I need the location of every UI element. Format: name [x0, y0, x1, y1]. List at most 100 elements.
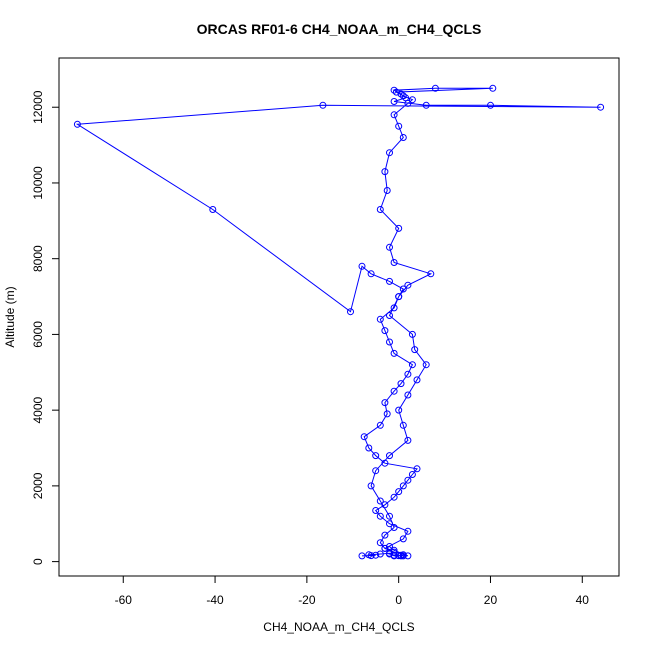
data-point	[381, 531, 389, 539]
data-point	[390, 111, 398, 119]
data-point	[399, 92, 407, 100]
data-point	[413, 465, 421, 473]
data-point	[404, 527, 412, 535]
data-point	[404, 552, 412, 560]
x-tick-label: -40	[206, 593, 224, 607]
data-point	[390, 493, 398, 501]
data-point	[386, 520, 393, 528]
data-point	[395, 122, 403, 130]
y-tick-label: 4000	[31, 396, 45, 423]
y-tick-label: 10000	[31, 166, 45, 200]
data-point	[386, 149, 393, 157]
data-point	[381, 459, 389, 467]
data-point	[597, 103, 605, 111]
y-axis: 0 2000 4000 6000 8000 10000 12000	[31, 90, 59, 565]
data-point	[390, 349, 398, 357]
data-point	[487, 101, 494, 109]
data-point	[386, 452, 393, 460]
data-point	[404, 370, 412, 378]
data-point	[427, 270, 435, 278]
data-point	[386, 243, 393, 251]
series-layer	[73, 84, 605, 560]
data-point	[390, 304, 398, 312]
data-point	[404, 436, 412, 444]
data-point	[408, 471, 416, 478]
data-point	[390, 98, 398, 105]
x-tick-label: 40	[576, 593, 590, 607]
data-point	[404, 391, 412, 399]
data-point	[395, 406, 403, 414]
data-point	[395, 293, 403, 301]
data-point	[390, 524, 398, 531]
data-point	[399, 285, 407, 293]
data-point	[397, 90, 405, 98]
y-tick-label: 8000	[31, 245, 45, 272]
series-line	[75, 87, 601, 557]
data-point	[404, 476, 412, 484]
data-point	[319, 101, 327, 109]
x-tick-label: -60	[115, 593, 133, 607]
data-point	[383, 410, 391, 418]
x-tick-label: 20	[484, 593, 498, 607]
data-point	[390, 259, 398, 266]
data-point	[386, 277, 393, 285]
data-point	[386, 512, 393, 520]
data-point	[390, 387, 398, 395]
data-point	[376, 421, 384, 429]
data-point	[372, 551, 380, 559]
data-point	[399, 482, 407, 490]
x-axis: -60 -40 -20 0 20 40	[115, 576, 590, 607]
data-point	[408, 96, 416, 104]
y-tick-label: 6000	[31, 321, 45, 348]
data-point	[376, 497, 384, 505]
data-point	[395, 488, 403, 496]
data-point	[376, 315, 384, 323]
y-axis-label: Altitude (m)	[3, 286, 17, 347]
data-point	[397, 380, 405, 388]
data-point	[209, 206, 217, 213]
data-point	[399, 535, 407, 543]
data-point	[386, 550, 393, 558]
data-point	[413, 376, 421, 384]
y-tick-label: 0	[31, 558, 45, 565]
data-point	[381, 168, 389, 176]
data-point	[376, 206, 384, 213]
data-point	[390, 86, 398, 94]
data-point	[383, 187, 391, 194]
data-point	[376, 550, 384, 558]
data-point	[404, 281, 412, 289]
data-point	[381, 399, 389, 407]
data-point	[390, 551, 398, 559]
data-point	[386, 338, 393, 346]
data-point	[395, 224, 403, 232]
data-point	[489, 84, 497, 92]
data-point	[358, 262, 366, 270]
data-point	[395, 552, 403, 560]
data-point	[431, 84, 439, 92]
plot-frame	[58, 57, 620, 577]
data-point	[390, 548, 398, 556]
data-point	[386, 312, 393, 319]
data-point	[408, 361, 416, 369]
data-point	[365, 444, 373, 452]
data-point	[358, 552, 366, 560]
data-point	[367, 270, 375, 278]
data-point	[73, 120, 81, 128]
data-point	[376, 512, 384, 520]
data-point	[397, 552, 405, 560]
data-point	[381, 544, 389, 552]
data-point	[367, 482, 375, 490]
data-point	[408, 330, 416, 338]
data-point	[422, 101, 430, 109]
data-point	[386, 543, 393, 550]
data-point	[422, 361, 430, 369]
data-point	[392, 88, 400, 96]
y-tick-label: 12000	[31, 90, 45, 124]
data-point	[381, 327, 389, 335]
data-point	[411, 346, 419, 354]
x-tick-label: 0	[395, 593, 402, 607]
data-point	[372, 467, 380, 475]
x-tick-label: -20	[298, 593, 316, 607]
data-point	[381, 501, 389, 509]
